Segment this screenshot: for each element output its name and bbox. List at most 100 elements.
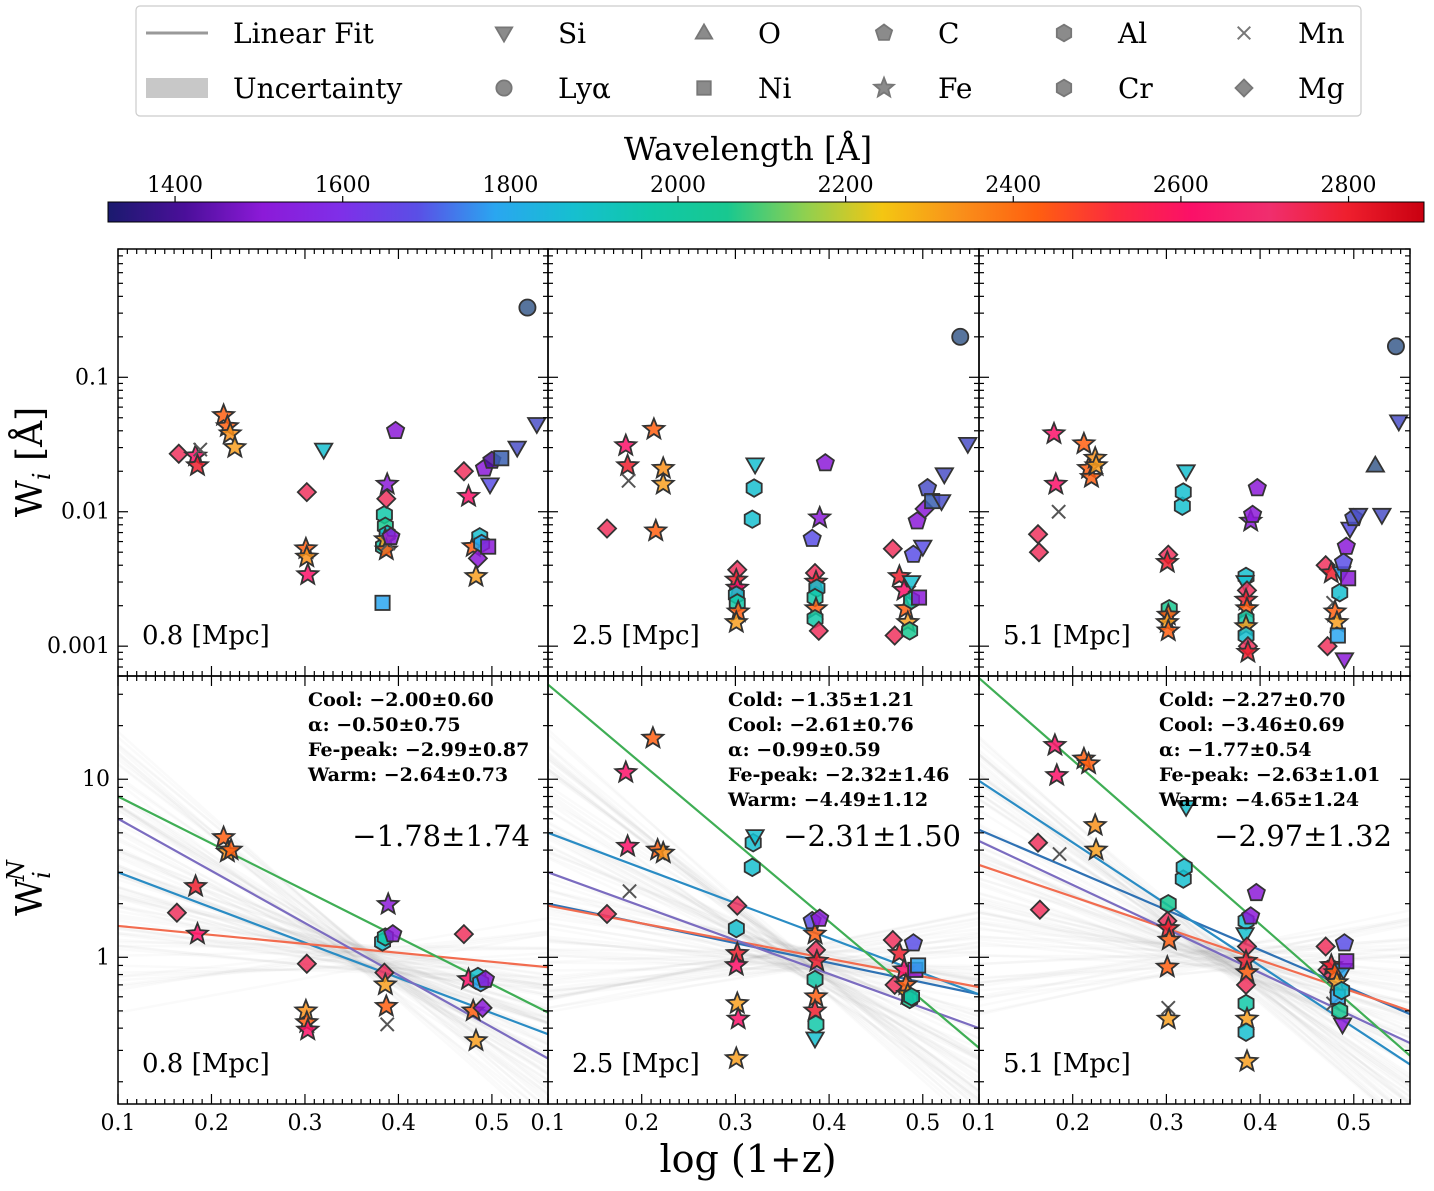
mc-fit-line	[548, 771, 979, 1083]
mc-fit-line	[979, 809, 1410, 1080]
mc-fit-line	[548, 767, 979, 1092]
distance-annotation: 5.1 [Mpc]	[1003, 1049, 1131, 1079]
mc-fit-line	[979, 783, 1410, 1089]
data-point	[1156, 926, 1182, 951]
mc-fit-line	[118, 933, 548, 988]
legend-label: Mg	[1298, 72, 1345, 105]
axes-frame	[547, 248, 980, 677]
data-point	[1336, 536, 1356, 555]
data-point	[614, 452, 641, 477]
data-point	[903, 933, 924, 952]
x-tick-label: 0.2	[624, 1111, 659, 1136]
mc-fit-line	[548, 756, 979, 1101]
data-point	[810, 908, 830, 927]
overall-slope-label: −1.78±1.74	[352, 819, 530, 853]
mc-fit-line	[979, 792, 1410, 1098]
data-point	[931, 494, 952, 512]
mc-fit-line	[548, 763, 965, 1104]
top-y-axis-label: Wi [Å]	[9, 407, 56, 517]
data-point	[643, 517, 669, 542]
data-point	[1175, 800, 1197, 818]
mc-fit-line	[979, 944, 1410, 957]
data-point	[640, 724, 666, 749]
top-panel-3: 5.1 [Mpc]	[978, 248, 1411, 677]
pentagon-icon	[874, 23, 894, 41]
x-tick-label: 0.5	[905, 1111, 940, 1136]
y-tick-label: 0.01	[61, 500, 110, 525]
mc-fit-line	[548, 751, 969, 1104]
x-icon	[1236, 25, 1252, 41]
data-point	[296, 481, 318, 503]
mc-fit-line	[548, 754, 979, 1103]
mc-fit-line	[118, 736, 544, 1104]
data-point	[480, 538, 497, 555]
mc-fit-line	[548, 788, 979, 1079]
data-point	[725, 1005, 751, 1030]
mc-fit-line	[118, 751, 518, 1104]
triangle-up-icon	[694, 22, 714, 40]
data-point	[743, 857, 761, 878]
mc-fit-line	[548, 835, 979, 1074]
data-point	[903, 987, 920, 1007]
data-point	[613, 759, 639, 784]
plot-area	[979, 677, 1410, 1104]
alpha-fit-label: α: −1.77±0.54	[1159, 739, 1312, 761]
data-point	[475, 969, 496, 988]
data-point	[184, 920, 211, 945]
data-point	[385, 420, 406, 440]
mc-fit-line	[548, 827, 979, 1056]
legend-item-9: Fe	[871, 72, 972, 105]
mc-fit-line	[548, 870, 979, 1049]
data-point	[882, 538, 904, 560]
data-point	[383, 923, 403, 943]
x-tick-label: 0.3	[1149, 1111, 1184, 1136]
data-point	[381, 526, 401, 546]
band-icon	[146, 78, 208, 98]
data-point	[1175, 857, 1193, 878]
y-tick-label: 0.001	[47, 634, 110, 659]
data-point	[1052, 846, 1067, 862]
mc-fit-line	[548, 770, 979, 1094]
data-point	[911, 589, 928, 606]
data-point	[295, 561, 321, 586]
legend-label: Si	[558, 17, 586, 50]
data-point	[1242, 504, 1263, 523]
legend-item-3: C	[874, 17, 959, 50]
data-point	[723, 952, 750, 977]
mc-fit-line	[548, 856, 979, 1061]
data-point	[808, 620, 830, 642]
data-point	[313, 442, 334, 461]
mc-fit-line	[548, 950, 979, 985]
mc-fit-line	[118, 871, 548, 1019]
mc-fit-line	[979, 917, 1410, 988]
mc-fit-line	[979, 772, 1395, 1104]
mc-fit-line	[979, 774, 1410, 1104]
plot-area	[168, 298, 547, 611]
mc-fit-line	[979, 953, 1410, 979]
uncertainty-band	[548, 728, 979, 1104]
x-tick-label: 0.1	[531, 1111, 566, 1136]
warm-fit-label: Warm: −2.64±0.73	[307, 764, 508, 786]
data-point	[472, 997, 493, 1019]
mc-fit-line	[548, 845, 979, 1044]
mc-fit-line	[118, 930, 548, 987]
data-point	[1331, 582, 1349, 603]
legend-label: Fe	[938, 72, 972, 105]
data-point	[1241, 906, 1261, 925]
data-point	[1083, 452, 1109, 477]
colorbar: Wavelength [Å] 1400 1600 1800 2000 2200 2400 2…	[107, 130, 1425, 223]
data-point	[804, 947, 830, 973]
data-point	[1027, 523, 1049, 545]
legend-frame	[135, 5, 1362, 117]
data-point	[1154, 549, 1181, 574]
x-tick-label: 0.3	[718, 1111, 753, 1136]
mc-fit-line	[548, 820, 979, 1061]
distance-annotation: 2.5 [Mpc]	[572, 621, 700, 651]
data-point	[166, 902, 188, 923]
data-point	[621, 473, 636, 489]
data-point	[479, 477, 501, 496]
data-point	[453, 460, 475, 482]
data-point	[1028, 541, 1050, 563]
mc-fit-line	[548, 808, 979, 1074]
data-point	[1315, 936, 1336, 957]
